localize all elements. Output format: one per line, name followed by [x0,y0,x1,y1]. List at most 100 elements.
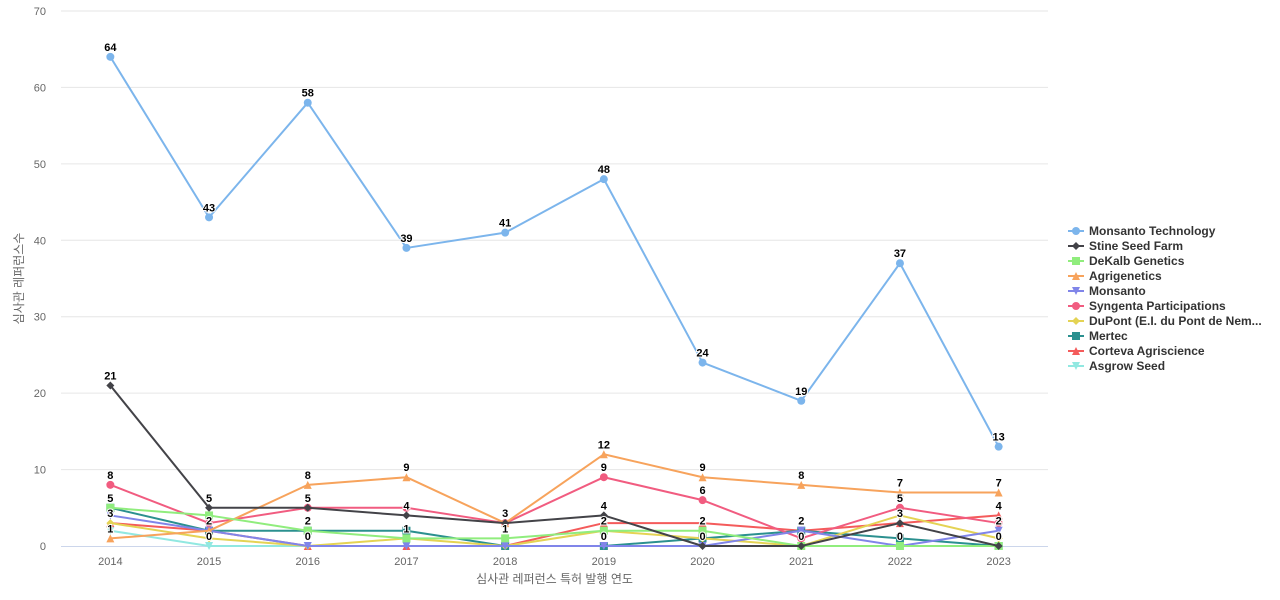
legend-item[interactable]: DeKalb Genetics [1068,254,1185,268]
data-label: 2 [601,516,607,528]
data-point [106,511,115,520]
series-agrigenetics [106,450,1003,543]
data-label: 41 [499,218,511,230]
data-point [106,503,115,512]
data-point [205,542,214,550]
data-point [797,534,806,543]
data-label: 5 [897,493,903,505]
series-line [110,514,999,547]
y-tick-label: 10 [34,465,46,477]
legend-marker [1072,317,1080,325]
data-label: 5 [305,493,311,505]
data-point [205,534,214,543]
series-mertec [106,503,1003,550]
data-label: 8 [107,470,113,482]
data-point [994,511,1003,520]
legend-label: Corteva Agriscience [1089,344,1205,358]
data-point [402,534,411,543]
data-point [205,526,214,535]
legend-item[interactable]: Stine Seed Farm [1068,239,1183,253]
data-point [205,511,214,520]
data-label: 8 [798,470,804,482]
legend-item[interactable]: Corteva Agriscience [1068,344,1205,358]
legend-label: Syngenta Participations [1089,299,1226,313]
legend-item[interactable]: Agrigenetics [1068,269,1162,283]
data-point [501,542,510,550]
data-point [402,526,411,535]
data-point [599,450,608,459]
legend-marker [1072,287,1080,295]
data-label: 43 [203,202,215,214]
data-label: 2 [996,516,1002,528]
data-point [994,542,1003,550]
data-point [205,503,214,512]
x-tick-label: 2020 [690,556,714,568]
data-label: 24 [696,348,709,360]
data-point [698,526,707,535]
data-point [599,542,608,550]
data-point [994,526,1003,535]
data-point [402,473,411,482]
data-label: 4 [601,500,608,512]
data-point [205,213,214,222]
data-point [895,519,904,528]
legend-marker [1072,332,1080,340]
data-label: 3 [107,508,113,520]
data-point [599,511,608,520]
data-label: 48 [598,164,610,176]
data-label: 0 [305,531,311,543]
legend-label: Mertec [1089,329,1128,343]
series-line [109,384,999,547]
data-point [599,175,608,184]
y-tick-label: 60 [34,82,46,94]
data-label: 1 [107,523,113,535]
data-point [599,473,608,482]
data-label: 58 [302,88,314,100]
x-tick-label: 2014 [98,556,122,568]
x-tick-label: 2018 [493,556,517,568]
x-axis-ticks: 2014 2015 2016 2017 2018 2019 2020 2021 2022 2023 [98,556,1011,568]
data-point [599,526,608,535]
y-tick-label: 40 [34,235,46,247]
data-label: 2 [699,516,705,528]
data-label: 3 [897,508,903,520]
data-point [402,542,411,550]
data-point [106,480,115,489]
data-point [402,503,411,512]
data-point [501,534,510,543]
legend-item[interactable]: Asgrow Seed [1068,359,1165,373]
data-label: 0 [699,531,705,543]
series-lines [106,52,1003,550]
data-point [797,480,806,489]
legend-item[interactable]: Monsanto [1068,284,1146,298]
series-line [109,476,999,540]
x-axis-title: 심사관 레퍼런스 특허 발행 연도 [476,571,633,586]
data-point [501,228,510,237]
data-point [698,473,707,482]
data-point [106,526,115,535]
legend-marker [1072,362,1080,370]
data-point [994,519,1003,528]
data-point [106,534,115,543]
data-label: 1 [403,523,409,535]
data-label: 9 [601,462,607,474]
legend-item[interactable]: Monsanto Technology [1068,224,1216,238]
legend-item[interactable]: DuPont (E.I. du Pont de Nem... [1068,314,1262,328]
data-point [895,503,904,512]
x-tick-label: 2015 [197,556,221,568]
series-line [110,514,999,547]
legend-marker [1072,347,1080,355]
data-point [402,511,411,520]
y-axis-title: 심사관 레퍼런스수 [12,233,26,325]
data-point [106,381,115,390]
data-point [106,519,115,528]
data-point [205,519,214,528]
legend-item[interactable]: Mertec [1068,329,1128,343]
legend-item[interactable]: Syngenta Participations [1068,299,1226,313]
data-label: 21 [104,371,116,383]
data-point [698,358,707,367]
data-label: 12 [598,439,610,451]
data-label: 64 [104,42,117,54]
x-tick-label: 2021 [789,556,813,568]
